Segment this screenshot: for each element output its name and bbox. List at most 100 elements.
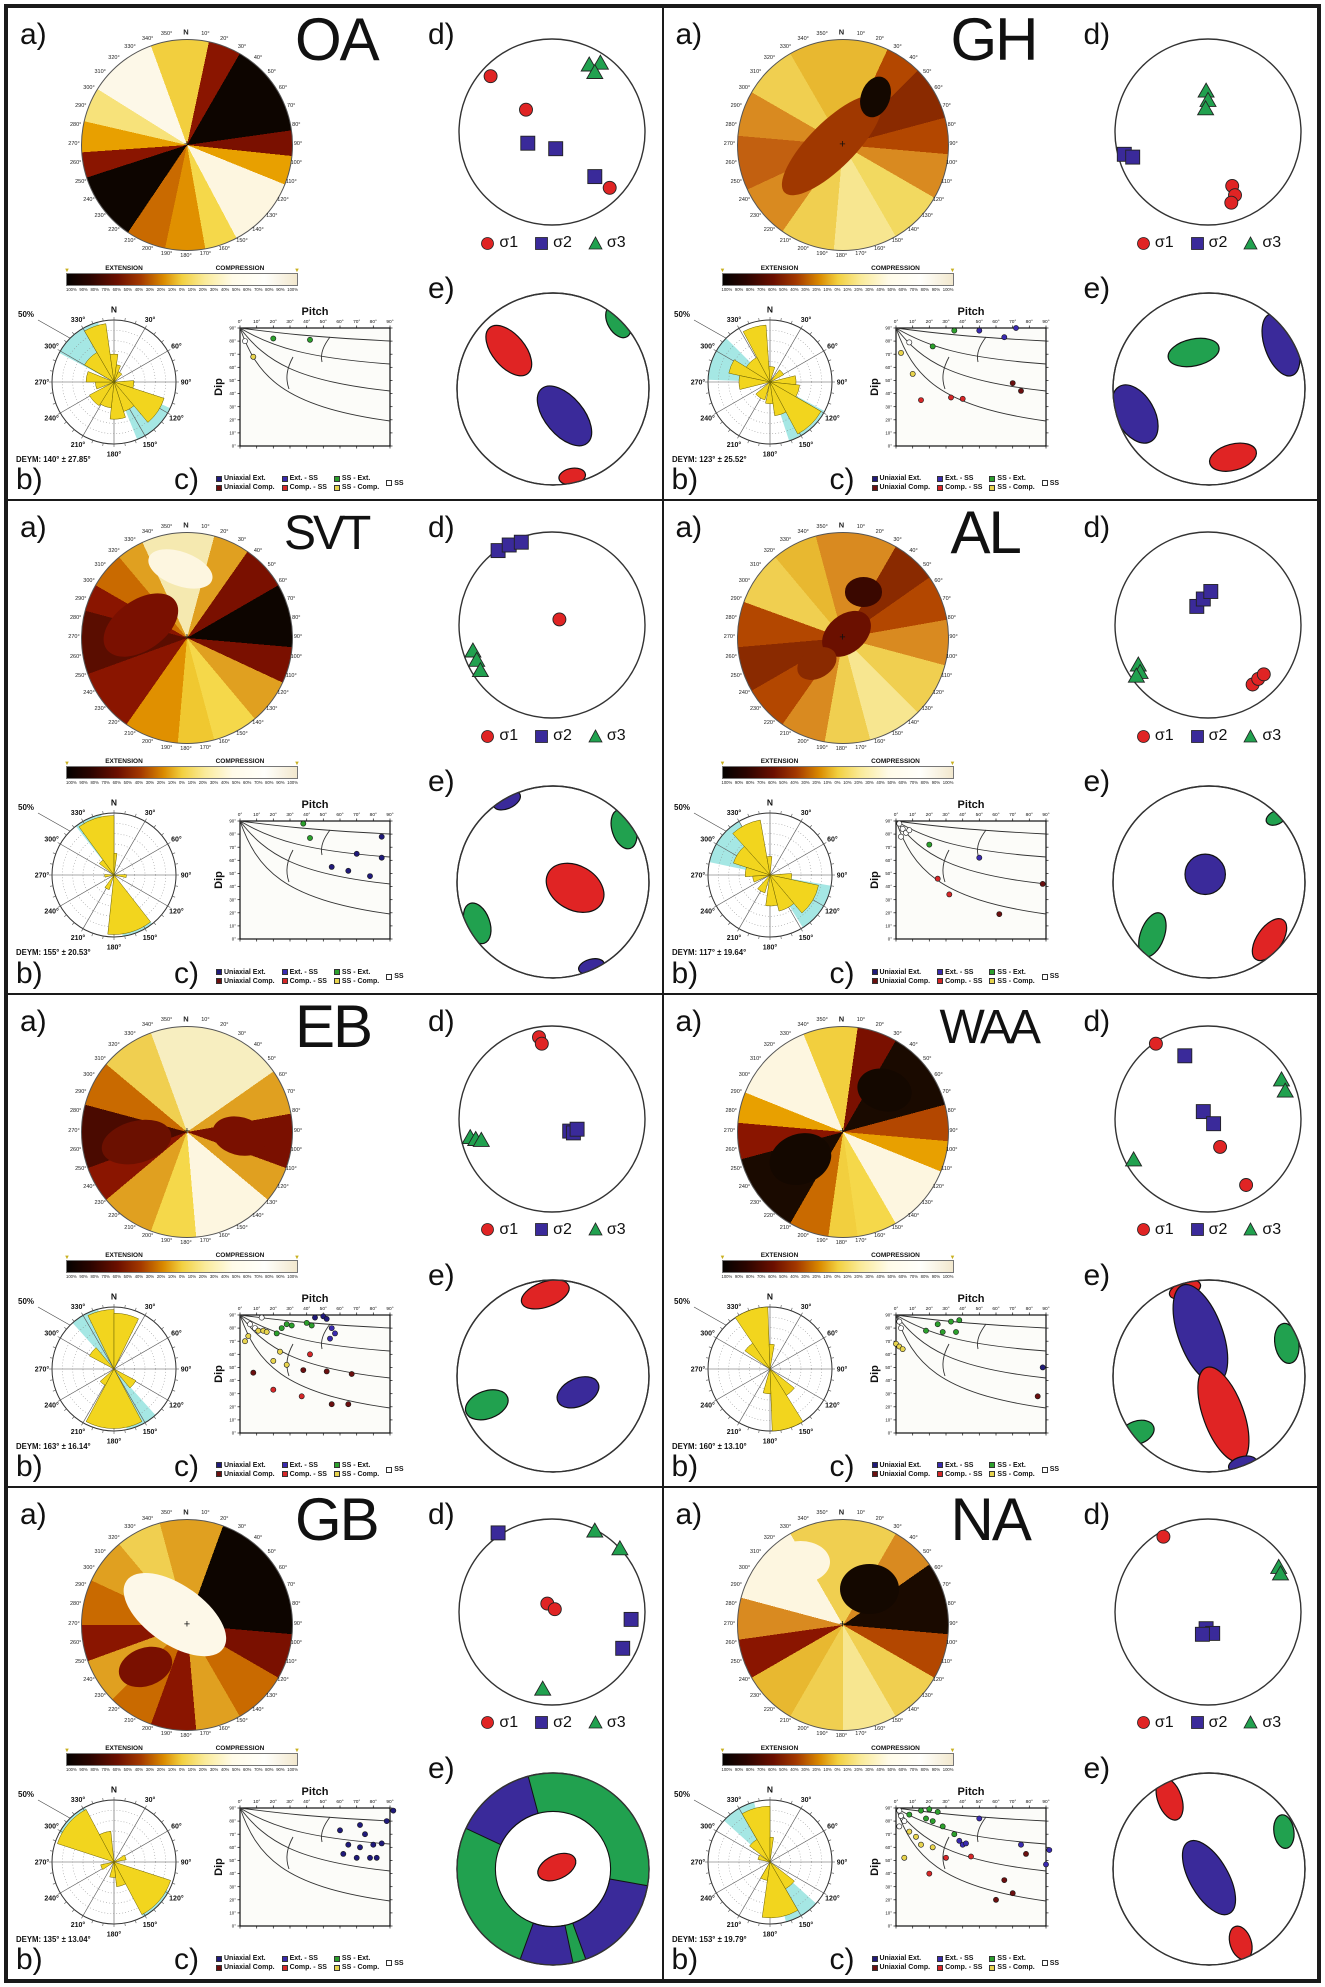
legend-item-ue: Uniaxial Ext. — [216, 1955, 275, 1962]
legend-swatch — [937, 969, 944, 975]
pitch-dip-data-point — [263, 1328, 270, 1335]
colorbar-gradient — [721, 1259, 954, 1273]
colorbar-tick-label: 50% — [231, 287, 241, 292]
sigma-legend: σ1 σ2 σ3 — [1104, 1221, 1314, 1239]
pitch-dip-data-point — [895, 1318, 902, 1324]
sigma-legend-item: σ2 — [1190, 234, 1227, 252]
sigma-legend-label: σ2 — [1208, 1220, 1228, 1238]
heatmap-circle: + — [81, 532, 293, 745]
sigma2-marker — [1202, 584, 1218, 600]
pitch-dip-data-point — [270, 1386, 277, 1393]
dip-y-tick: 70° — [229, 845, 236, 850]
stereonet-degree-label: 90° — [949, 141, 958, 147]
rose-diagram: N 30° 60° 90° 120° 150° 180° 210° 240° 270° 300° 33… — [672, 1784, 847, 1944]
dip-y-tick: 80° — [885, 1325, 892, 1330]
pitch-axis-title: Pitch — [957, 799, 984, 811]
stereonet-degree-label: 130° — [921, 1199, 933, 1206]
dip-y-tick: 80° — [229, 339, 236, 344]
colorbar-tick-label: 90% — [734, 287, 744, 292]
legend-swatch — [333, 1471, 340, 1478]
legend-item-sc: SS - Comp. — [989, 484, 1035, 491]
stereonet-degree-label: 210° — [779, 731, 792, 738]
stereonet-degree-label: 30° — [893, 1030, 902, 1037]
sigma2-marker — [490, 1525, 506, 1541]
stereonet-degree-label: 350° — [160, 523, 173, 530]
rose-direction-label: 90° — [181, 872, 192, 880]
dip-y-tick: 80° — [229, 1818, 236, 1823]
stereonet-degree-label: 120° — [277, 1676, 289, 1683]
fault-type-legend: Uniaxial Ext. Ext. - SS SS - Ext. SS Uniaxia… — [871, 1955, 1059, 1971]
colorbar-tick-label: 0% — [834, 780, 841, 786]
legend-swatch — [281, 484, 288, 491]
legend-swatch — [871, 484, 878, 491]
sigma-legend-label: σ2 — [1208, 1713, 1228, 1731]
colorbar-tick-label: 40% — [790, 1766, 799, 1772]
rose-radius-label: 50% — [674, 1297, 690, 1306]
colorbar-tick-label: 80% — [90, 780, 99, 786]
legend-item-cs: Comp. - SS — [281, 978, 327, 985]
colorbar-tick-label: 60% — [243, 1273, 252, 1279]
sigma-legend-label: σ1 — [1154, 1220, 1174, 1238]
stereonet-degree-label: 190° — [816, 1731, 828, 1738]
colorbar-tick-label: 40% — [220, 1766, 230, 1772]
rose-direction-label: 300° — [700, 1329, 715, 1337]
dip-y-tick: 60° — [885, 1351, 892, 1356]
legend-item-es: Ext. - SS — [281, 1955, 327, 1962]
stereonet-degree-label: 240° — [738, 1183, 751, 1190]
stereonet-degree-label: 70° — [942, 102, 951, 109]
pitch-dip-data-point — [1017, 1841, 1024, 1848]
sigma3-marker — [1272, 1070, 1290, 1086]
dip-y-tick: 80° — [885, 339, 892, 344]
legend-item-ue: Uniaxial Ext. — [216, 475, 275, 482]
pitch-x-tick: 70° — [353, 1306, 360, 1312]
stereonet-degree-label: 250° — [75, 179, 87, 186]
legend-item-sc: SS - Comp. — [989, 1471, 1035, 1478]
sigma3-marker — [472, 1130, 491, 1147]
dip-y-tick: 50° — [229, 871, 236, 876]
sigma2-marker — [569, 1121, 585, 1137]
stereonet-degree-label: 260° — [69, 1146, 82, 1153]
sigma-legend-item: σ3 — [588, 727, 626, 745]
legend-swatch — [1041, 1960, 1048, 1966]
dip-y-tick: 60° — [229, 365, 236, 370]
pitch-dip-data-point — [905, 1811, 912, 1818]
sigma-legend-label: σ3 — [606, 234, 626, 251]
legend-swatch — [1041, 973, 1048, 980]
rose-direction-label: 60° — [827, 342, 838, 350]
colorbar-tick-label: 0% — [178, 287, 186, 292]
legend-swatch — [386, 1466, 393, 1473]
legend-label: Ext. - SS — [289, 968, 318, 976]
legend-item-es: Ext. - SS — [281, 1462, 327, 1469]
stereonet-degree-label: 160° — [218, 739, 230, 746]
legend-label: Uniaxial Ext. — [224, 475, 266, 483]
colorbar-tick-label: 30% — [209, 1273, 219, 1279]
square-icon — [535, 1223, 549, 1236]
legend-swatch — [386, 480, 393, 487]
dip-y-tick: 30° — [229, 898, 236, 903]
stereonet-degree-label: 310° — [94, 1548, 106, 1555]
dip-y-tick: 20° — [885, 911, 892, 916]
sigma-legend-label: σ3 — [1262, 1220, 1282, 1238]
panel-label-c: c) — [829, 1943, 855, 1976]
colorbar-tick-label: 10% — [187, 1766, 197, 1772]
legend-item-ss: SS — [386, 1960, 404, 1967]
sigma-legend: σ1 σ2 σ3 — [1104, 234, 1314, 252]
pitch-dip-data-point — [925, 841, 932, 848]
pitch-dip-data-point — [348, 1370, 355, 1377]
stereonet-degree-label: 160° — [218, 1725, 230, 1732]
colorbar-tick-label: 70% — [909, 1766, 918, 1772]
triangle-icon — [1243, 1222, 1259, 1236]
stereonet-degree-label: 180° — [835, 253, 848, 259]
sigma-legend-item: σ2 — [1190, 1713, 1228, 1732]
pitch-axis-title: Pitch — [302, 306, 329, 318]
pitch-x-tick: 20° — [270, 1799, 277, 1805]
stereonet-degree-label: 140° — [252, 1706, 264, 1713]
stereonet-degree-label: 80° — [292, 1601, 301, 1608]
stereonet-degree-label: 80° — [947, 1601, 956, 1608]
pitch-dip-data-point — [1000, 334, 1007, 341]
legend-item-ss: SS — [386, 973, 404, 980]
stereonet-degree-label: 330° — [779, 44, 792, 50]
colorbar-tick-label: 80% — [920, 1273, 930, 1279]
colorbar-tick-label: 90% — [276, 1273, 285, 1279]
stereonet-degree-label: 220° — [763, 226, 776, 233]
